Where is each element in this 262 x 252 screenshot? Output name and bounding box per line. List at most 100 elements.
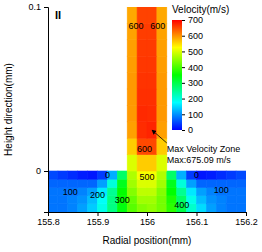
colorbar-axis: 0100200300400500600700	[182, 15, 203, 135]
cell	[127, 56, 137, 72]
cell	[137, 155, 147, 171]
tick-label: 0.1	[28, 2, 41, 12]
tick: 600	[182, 31, 203, 41]
cell	[98, 179, 108, 187]
contour-label: 600	[129, 21, 144, 31]
cell	[117, 179, 127, 187]
cell	[78, 187, 88, 195]
cell	[127, 138, 137, 154]
cells	[48, 7, 246, 212]
cell	[177, 179, 187, 187]
tick-mark	[182, 20, 185, 21]
tick: 155.8	[37, 212, 60, 227]
cell	[117, 204, 127, 212]
cell	[157, 179, 167, 187]
tick-label: 600	[188, 31, 203, 41]
cell	[197, 187, 207, 195]
cell	[157, 89, 167, 105]
tick-label: 156.1	[186, 217, 209, 227]
cell	[137, 56, 147, 72]
x-axis-title: Radial position(mm)	[103, 235, 192, 246]
callout-arrow	[152, 130, 167, 143]
cell	[127, 171, 137, 179]
cell	[48, 171, 58, 179]
tick-label: 0	[36, 166, 41, 176]
cell	[236, 171, 246, 179]
cell	[197, 204, 207, 212]
tick-label: 100	[188, 110, 203, 120]
tick: 500	[182, 47, 203, 57]
cell	[127, 40, 137, 56]
tick-label: 156.2	[235, 217, 258, 227]
tick: 700	[182, 15, 203, 25]
cell	[147, 73, 157, 89]
cell	[48, 187, 58, 195]
cell	[157, 73, 167, 89]
cell	[68, 171, 78, 179]
cell	[137, 40, 147, 56]
y-axis-line	[44, 8, 49, 213]
cell	[167, 187, 177, 195]
cell	[127, 122, 137, 138]
tick: 100	[182, 110, 203, 120]
cell	[127, 155, 137, 171]
cell	[216, 204, 226, 212]
cell	[157, 105, 167, 121]
cell	[58, 171, 68, 179]
cell	[157, 204, 167, 212]
tick: 200	[182, 94, 203, 104]
cell	[48, 179, 58, 187]
cell	[137, 187, 147, 195]
tick: 0	[36, 166, 48, 176]
cell	[107, 179, 117, 187]
cell	[78, 171, 88, 179]
tick-mark	[182, 51, 185, 52]
cell	[187, 187, 197, 195]
x-axis: 155.8 155.9 156 156.1 156.2	[37, 212, 258, 227]
cell	[147, 155, 157, 171]
contour-label: 300	[115, 195, 130, 205]
cell	[88, 171, 98, 179]
cell	[147, 204, 157, 212]
cell	[187, 179, 197, 187]
cell	[167, 171, 177, 179]
cell	[48, 196, 58, 204]
tick-mark	[44, 7, 48, 8]
tick-mark	[182, 130, 185, 131]
cell	[147, 89, 157, 105]
tick-mark	[44, 171, 48, 172]
cell	[197, 179, 207, 187]
cell	[197, 196, 207, 204]
tick: 400	[182, 63, 203, 73]
tick-label: 155.9	[87, 217, 110, 227]
cell	[137, 196, 147, 204]
tick: 156.1	[186, 212, 209, 227]
tick-label: 155.8	[37, 217, 60, 227]
colorbar-title: Velocity(m/s)	[172, 4, 229, 15]
y-axis: 00.1	[28, 2, 48, 212]
cell	[127, 105, 137, 121]
cell	[216, 171, 226, 179]
cell	[137, 204, 147, 212]
tick-label: 156	[140, 217, 155, 227]
panel-label: II	[55, 9, 61, 21]
cell	[206, 171, 216, 179]
contour-label: 400	[174, 200, 189, 210]
tick-mark	[182, 83, 185, 84]
cell	[58, 204, 68, 212]
tick-mark	[147, 212, 148, 216]
contour-label: 100	[63, 187, 78, 197]
cell	[137, 73, 147, 89]
cell	[206, 196, 216, 204]
contour-label: 200	[90, 190, 105, 200]
cell	[226, 171, 236, 179]
cell	[177, 187, 187, 195]
cell	[236, 196, 246, 204]
cell	[78, 196, 88, 204]
tick-mark	[182, 114, 185, 115]
tick: 156	[140, 212, 155, 227]
tick-label: 700	[188, 15, 203, 25]
cell	[147, 40, 157, 56]
cell	[48, 204, 58, 212]
cell	[98, 204, 108, 212]
